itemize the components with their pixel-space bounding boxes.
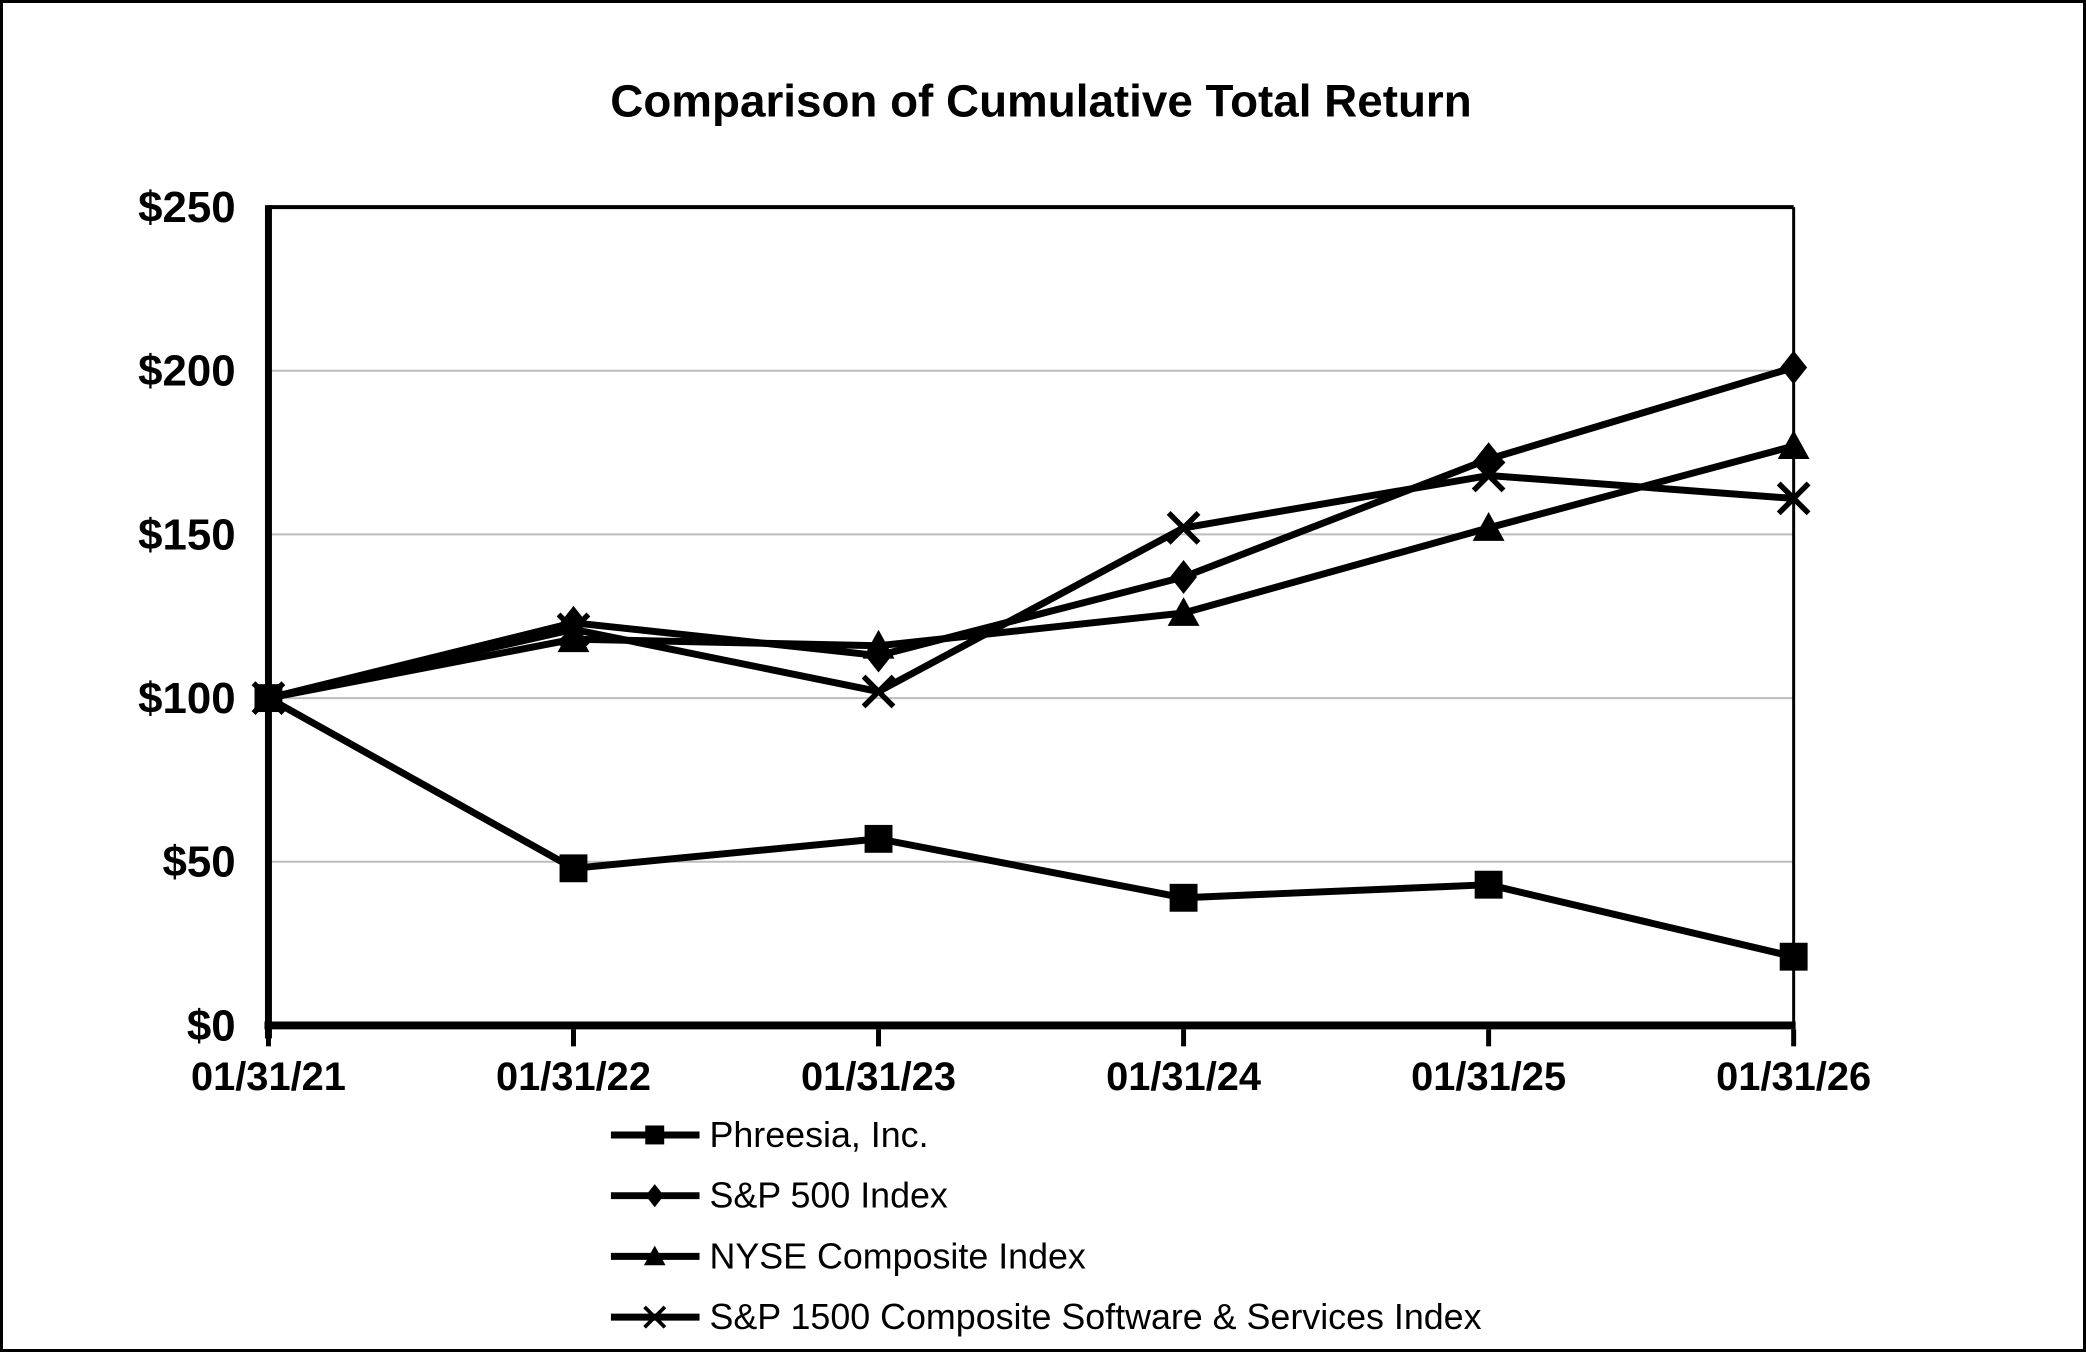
chart-title: Comparison of Cumulative Total Return: [610, 75, 1471, 126]
data-point-nyse-composite-index-1: [557, 623, 590, 653]
x-tick-label-01-31-24: 01/31/24: [1106, 1055, 1261, 1099]
data-point-phreesia-inc-3: [1169, 883, 1198, 912]
x-tick-label-01-31-26: 01/31/26: [1716, 1055, 1871, 1099]
series-line-sandp-1500-composite-software-and-services-index: [267, 472, 1794, 702]
data-series: [251, 350, 1811, 971]
y-tick-label-150: $150: [138, 510, 235, 559]
series-phreesia-inc: [254, 684, 1808, 971]
x-tick-label-01-31-21: 01/31/21: [191, 1055, 346, 1099]
legend-label-sandp-500-index: S&P 500 Index: [709, 1176, 947, 1216]
series-sandp-1500-composite-software-and-services-index: [251, 458, 1811, 715]
cumulative-total-return-chart: Comparison of Cumulative Total Return $0…: [138, 75, 1871, 1337]
data-point-nyse-composite-index-4: [1472, 511, 1505, 541]
gridlines: [268, 369, 1794, 863]
x-tick-label-01-31-25: 01/31/25: [1411, 1055, 1566, 1099]
data-point-nyse-composite-index-3: [1167, 597, 1200, 626]
legend-item-sandp-1500-composite-software-and-services-index: S&P 1500 Composite Software & Services I…: [610, 1297, 1482, 1337]
legend-item-sandp-500-index: S&P 500 Index: [610, 1176, 948, 1216]
legend-item-phreesia-inc: Phreesia, Inc.: [610, 1115, 929, 1155]
data-point-nyse-composite-index-5: [1777, 430, 1810, 459]
data-point-sandp-1500-composite-software-and-services-index-3: [1166, 511, 1201, 545]
legend-label-phreesia-inc: Phreesia, Inc.: [709, 1115, 928, 1155]
data-point-phreesia-inc-2: [864, 824, 893, 853]
x-tick-label-01-31-22: 01/31/22: [496, 1055, 651, 1099]
legend-marker-square: [645, 1125, 665, 1145]
legend: Phreesia, Inc. S&P 500 Index NYSE Composit…: [610, 1115, 1482, 1337]
legend-label-nyse-composite-index: NYSE Composite Index: [709, 1236, 1085, 1276]
axis-labels: $0 $50 $100 $150 $200 $250 01/31/21 01/31/22 01/…: [138, 183, 1871, 1099]
data-point-phreesia-inc-5: [1779, 942, 1808, 971]
series-line-sandp-500-index: [267, 364, 1795, 702]
data-point-phreesia-inc-4: [1474, 870, 1503, 899]
legend-marker-triangle: [643, 1245, 666, 1266]
data-point-sandp-500-index-3: [1170, 560, 1198, 594]
data-point-sandp-1500-composite-software-and-services-index-0: [251, 681, 286, 715]
data-point-sandp-500-index-5: [1780, 350, 1808, 385]
y-tick-label-0: $0: [187, 1001, 236, 1050]
series-line-nyse-composite-index: [267, 442, 1795, 702]
series-line-phreesia-inc: [266, 695, 1795, 961]
data-point-sandp-1500-composite-software-and-services-index-5: [1776, 481, 1811, 516]
legend-marker-diamond: [645, 1184, 664, 1208]
data-point-sandp-1500-composite-software-and-services-index-4: [1471, 458, 1506, 493]
y-tick-label-250: $250: [138, 183, 235, 232]
axes: [264, 205, 1797, 1047]
legend-label-sandp-1500-composite-software-and-services-index: S&P 1500 Composite Software & Services I…: [709, 1297, 1481, 1337]
x-tick-label-01-31-23: 01/31/23: [801, 1055, 956, 1099]
data-point-sandp-1500-composite-software-and-services-index-2: [861, 674, 896, 709]
legend-marker-x: [643, 1305, 667, 1329]
y-tick-label-100: $100: [138, 674, 235, 723]
legend-item-nyse-composite-index: NYSE Composite Index: [610, 1236, 1086, 1276]
data-point-sandp-1500-composite-software-and-services-index-1: [556, 612, 591, 647]
data-point-phreesia-inc-1: [559, 854, 588, 883]
data-point-nyse-composite-index-2: [862, 629, 895, 659]
y-tick-label-200: $200: [138, 347, 235, 396]
series-sandp-500-index: [255, 350, 1808, 716]
series-nyse-composite-index: [252, 430, 1810, 712]
data-point-sandp-500-index-4: [1475, 442, 1503, 477]
y-tick-label-50: $50: [163, 838, 236, 887]
